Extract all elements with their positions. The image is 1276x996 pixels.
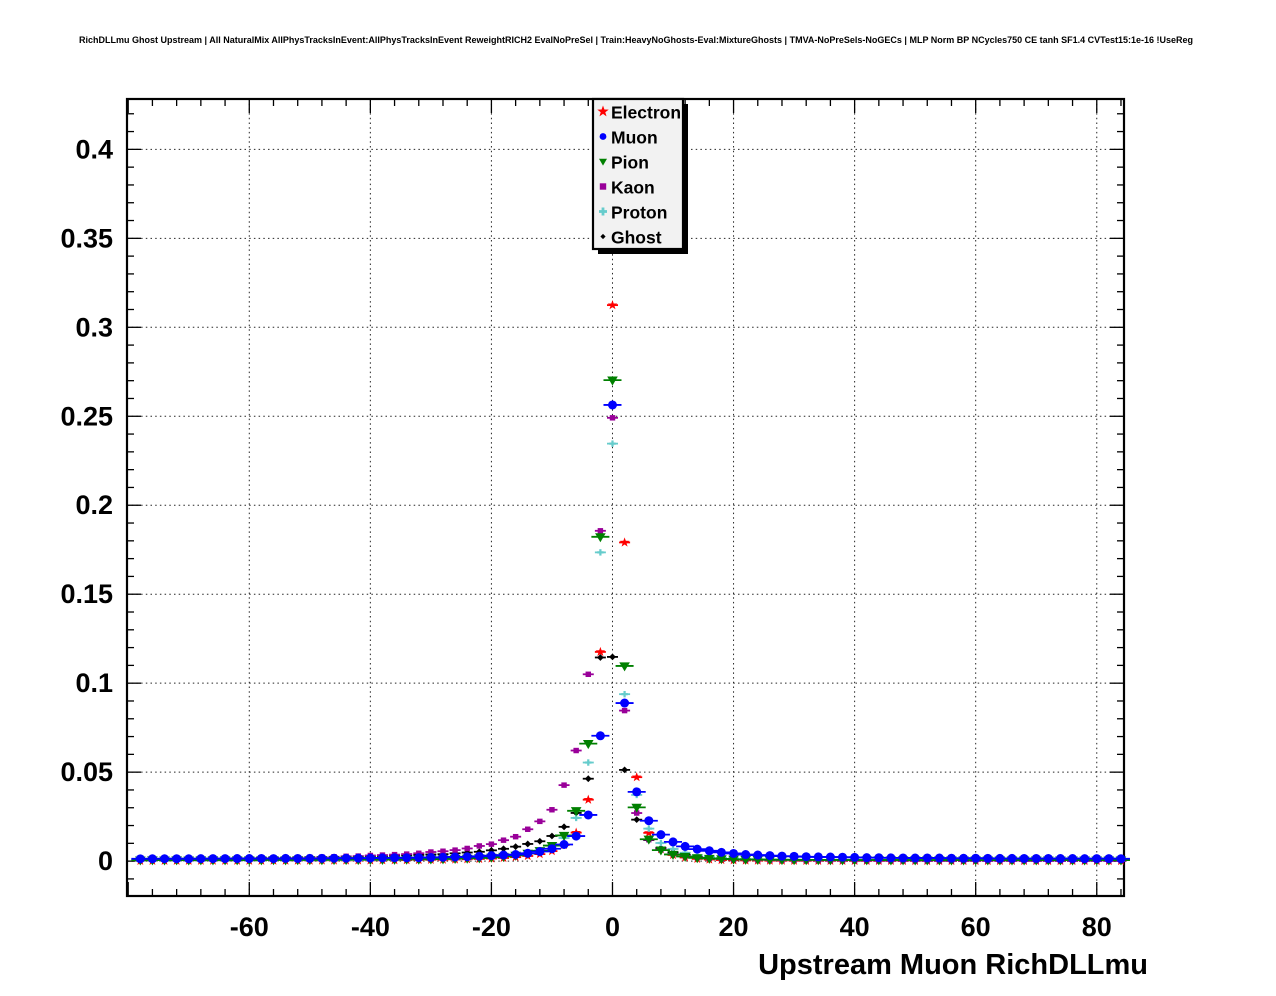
svg-text:20: 20	[719, 912, 749, 942]
svg-text:0.4: 0.4	[75, 134, 113, 164]
svg-text:-20: -20	[472, 912, 511, 942]
svg-text:0.1: 0.1	[75, 668, 113, 698]
svg-text:60: 60	[961, 912, 991, 942]
svg-text:Proton: Proton	[611, 203, 667, 223]
svg-text:0: 0	[605, 912, 620, 942]
svg-text:RichDLLmu Ghost Upstream | All: RichDLLmu Ghost Upstream | All NaturalMi…	[79, 35, 1193, 45]
svg-text:0.35: 0.35	[60, 223, 113, 253]
svg-text:Pion: Pion	[611, 153, 649, 173]
svg-text:-60: -60	[230, 912, 269, 942]
svg-text:80: 80	[1082, 912, 1112, 942]
svg-text:0.25: 0.25	[60, 401, 113, 431]
svg-text:Muon: Muon	[611, 128, 658, 148]
svg-text:0.05: 0.05	[60, 757, 113, 787]
svg-text:0: 0	[98, 846, 113, 876]
svg-text:40: 40	[840, 912, 870, 942]
svg-text:0.2: 0.2	[75, 490, 113, 520]
svg-text:-40: -40	[351, 912, 390, 942]
svg-text:0.15: 0.15	[60, 579, 113, 609]
svg-text:0.3: 0.3	[75, 312, 113, 342]
svg-text:Upstream Muon RichDLLmu: Upstream Muon RichDLLmu	[758, 949, 1148, 981]
svg-text:Kaon: Kaon	[611, 178, 655, 198]
svg-text:Electron: Electron	[611, 103, 681, 123]
svg-text:Ghost: Ghost	[611, 228, 662, 248]
